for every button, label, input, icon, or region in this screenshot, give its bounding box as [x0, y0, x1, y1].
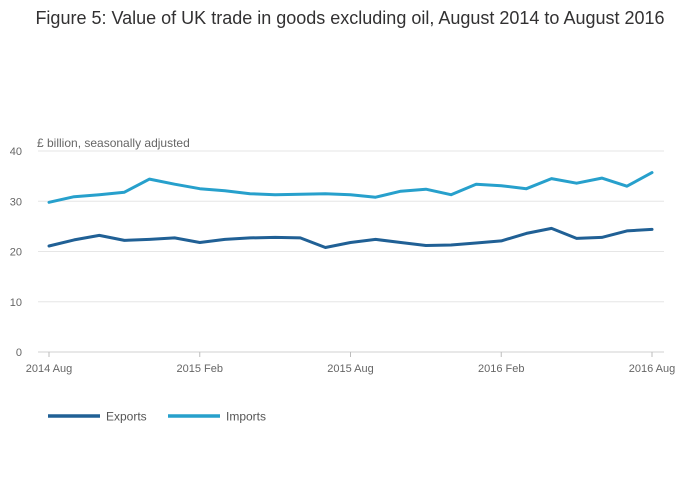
data-point — [525, 232, 527, 234]
data-point — [551, 227, 552, 229]
data-point — [525, 188, 527, 190]
legend[interactable]: Exports Imports — [48, 410, 266, 424]
x-tick-label: 2015 Feb — [177, 363, 223, 375]
series — [47, 171, 654, 249]
data-point — [475, 242, 477, 244]
data-point — [375, 238, 377, 240]
y-tick-label-10: 10 — [10, 297, 22, 309]
data-point — [274, 236, 276, 238]
data-point — [576, 237, 578, 239]
data-point — [249, 193, 251, 195]
data-point — [299, 237, 301, 239]
data-point — [475, 183, 477, 185]
data-point — [48, 201, 50, 203]
data-point — [651, 172, 653, 174]
series-line-exports — [47, 226, 654, 249]
data-point — [149, 178, 150, 180]
series-line-imports — [47, 171, 654, 204]
y-axis-label: £ billion, seasonally adjusted — [37, 136, 190, 150]
data-point — [350, 194, 351, 196]
data-point — [350, 241, 351, 243]
data-point — [249, 237, 251, 239]
data-point — [425, 188, 427, 190]
data-point — [274, 194, 276, 196]
data-point — [174, 183, 176, 185]
legend-label: Exports — [106, 410, 147, 424]
y-tick-label-0: 0 — [16, 347, 22, 359]
data-point — [98, 194, 100, 196]
data-point — [626, 185, 628, 187]
data-point — [551, 178, 552, 180]
x-tick-label: 2015 Aug — [327, 363, 374, 375]
data-point — [48, 245, 50, 247]
data-point — [98, 234, 100, 236]
chart-title: Figure 5: Value of UK trade in goods exc… — [35, 8, 665, 28]
data-point — [626, 230, 628, 232]
data-point — [375, 196, 377, 198]
y-tick-label-40: 40 — [10, 146, 22, 158]
data-point — [400, 241, 402, 243]
data-point — [651, 228, 653, 230]
legend-label: Imports — [226, 410, 266, 424]
data-point — [601, 177, 603, 179]
data-point — [123, 191, 125, 193]
data-point — [174, 237, 176, 239]
gridlines — [38, 150, 664, 303]
data-point — [500, 185, 502, 187]
data-point — [500, 240, 502, 242]
x-tick-label: 2016 Feb — [478, 363, 524, 375]
y-tick-label-20: 20 — [10, 247, 22, 259]
legend-item-exports[interactable]: Exports — [48, 410, 147, 424]
data-point — [123, 239, 125, 241]
data-point — [224, 190, 226, 192]
data-point — [425, 244, 427, 246]
data-point — [324, 246, 326, 248]
data-point — [149, 238, 150, 240]
data-point — [73, 196, 75, 198]
axes: 0 10 20 30 40 2014 Aug 2015 Feb 2015 Aug 2016 Fe… — [10, 146, 676, 375]
data-point — [576, 182, 578, 184]
data-point — [199, 188, 201, 190]
data-point — [601, 236, 603, 238]
y-tick-label-30: 30 — [10, 196, 22, 208]
data-point — [299, 193, 301, 195]
data-point — [400, 190, 402, 192]
data-point — [450, 244, 452, 246]
x-tick-label: 2016 Aug — [629, 363, 676, 375]
data-point — [450, 194, 452, 196]
data-point — [324, 193, 326, 195]
data-point — [73, 239, 75, 241]
series-imports — [47, 171, 654, 204]
legend-item-imports[interactable]: Imports — [168, 410, 266, 424]
series-exports — [47, 226, 654, 249]
data-point — [224, 238, 226, 240]
data-point — [199, 241, 201, 243]
x-tick-label: 2014 Aug — [26, 363, 73, 375]
